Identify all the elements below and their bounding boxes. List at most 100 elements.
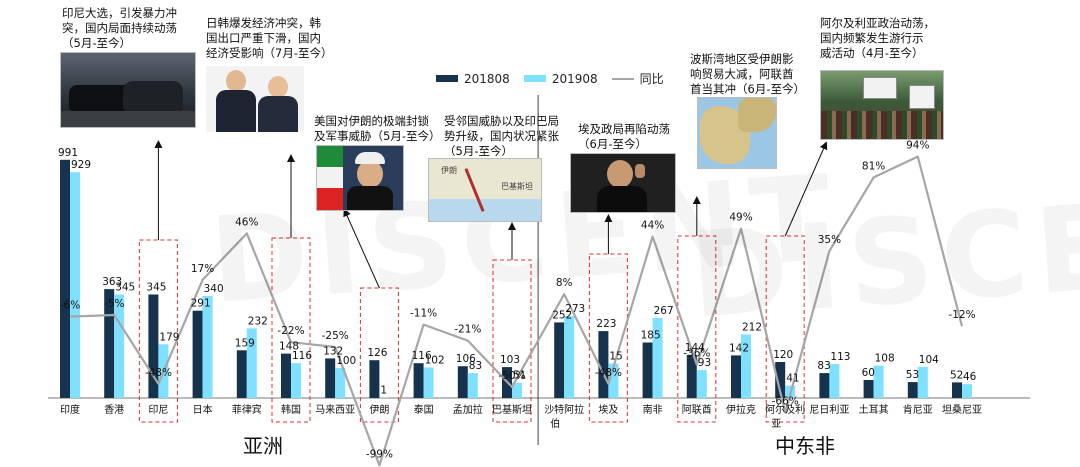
bar-201808-20 bbox=[952, 382, 962, 398]
value-label-201908-2: 179 bbox=[159, 331, 179, 343]
value-label-201808-17: 83 bbox=[817, 360, 830, 372]
value-label-201808-12: 223 bbox=[596, 318, 616, 330]
tick-label-13: 南非 bbox=[643, 403, 663, 416]
value-label-201908-9: 83 bbox=[469, 360, 482, 372]
bar-201808-7 bbox=[369, 360, 380, 398]
photo-pakistan-map: 伊朗 巴基斯坦 bbox=[428, 158, 542, 222]
tick-label-11-1: 伯 bbox=[550, 417, 560, 430]
bar-201908-19 bbox=[917, 366, 928, 398]
bar-201808-9 bbox=[457, 366, 468, 398]
pct-label-2: -48% bbox=[145, 367, 172, 379]
tick-label-19: 肯尼亚 bbox=[903, 403, 933, 416]
bar-201808-0 bbox=[60, 159, 70, 398]
tick-label-5: 韩国 bbox=[281, 403, 301, 416]
bar-201808-12 bbox=[598, 331, 609, 398]
pct-label-5: -22% bbox=[277, 325, 304, 337]
pct-label-9: -21% bbox=[454, 324, 481, 336]
note-uae: 波斯湾地区受伊朗影 响贸易大减，阿联酋 首当其冲（6月-至今） bbox=[690, 52, 805, 96]
bar-201908-3 bbox=[202, 296, 213, 398]
tick-label-0: 印度 bbox=[60, 403, 80, 416]
pct-label-6: -25% bbox=[322, 330, 349, 342]
pct-label-3: 17% bbox=[191, 263, 214, 275]
value-label-201808-4: 159 bbox=[235, 337, 255, 349]
tick-label-3: 日本 bbox=[193, 403, 213, 416]
pct-label-16: -66% bbox=[772, 396, 799, 408]
pct-label-8: -11% bbox=[410, 308, 437, 320]
pct-label-4: 46% bbox=[235, 216, 258, 228]
bar-201908-11 bbox=[564, 316, 575, 398]
value-label-201808-18: 60 bbox=[862, 367, 875, 379]
tick-label-7: 伊朗 bbox=[369, 404, 389, 416]
value-label-201808-9: 106 bbox=[456, 353, 476, 365]
highlight-box-12 bbox=[588, 253, 628, 423]
value-label-201808-0: 991 bbox=[58, 147, 78, 159]
tick-label-16: 阿尔及利 bbox=[765, 403, 805, 416]
pct-label-12: -48% bbox=[595, 367, 622, 379]
value-label-201908-3: 340 bbox=[204, 283, 224, 295]
bar-201908-4 bbox=[246, 328, 257, 398]
pct-label-18: 81% bbox=[862, 160, 885, 172]
value-label-201808-14: 144 bbox=[685, 342, 705, 354]
photo-uae-map bbox=[697, 97, 777, 169]
bar-201808-11 bbox=[554, 322, 565, 398]
value-label-201808-6: 132 bbox=[323, 345, 343, 357]
pct-label-10: -50% bbox=[498, 370, 525, 382]
value-label-201908-16: 41 bbox=[786, 373, 799, 385]
bar-201908-20 bbox=[962, 384, 972, 398]
bar-201908-12 bbox=[608, 363, 619, 398]
pct-label-17: 35% bbox=[818, 234, 841, 246]
value-label-201808-8: 116 bbox=[412, 350, 432, 362]
value-label-201808-7: 126 bbox=[367, 347, 387, 359]
value-label-201908-11: 273 bbox=[565, 303, 585, 315]
tick-label-17: 尼日利亚 bbox=[809, 404, 849, 416]
note-algeria: 阿尔及利亚政治动荡， 国内频繁发生游行示 威活动（4月-至今） bbox=[820, 16, 935, 60]
arrow-16 bbox=[784, 141, 828, 237]
tick-label-16-1: 亚 bbox=[771, 419, 781, 430]
bar-201808-8 bbox=[413, 363, 424, 398]
note-iran: 美国对伊朗的极端封锁 及军事威胁（5月-至今） bbox=[314, 114, 441, 143]
bar-201908-18 bbox=[873, 365, 884, 398]
value-label-201908-0: 929 bbox=[71, 159, 91, 171]
note-indonesia: 印尼大选，引发暴力冲 突，国内局面持续动荡 （5月-至今） bbox=[62, 6, 177, 50]
map-label-pakistan: 巴基斯坦 bbox=[501, 182, 533, 191]
legend-item-201908: 201908 bbox=[523, 72, 598, 86]
value-label-201808-3: 291 bbox=[191, 298, 211, 310]
bar-201808-15 bbox=[731, 355, 741, 398]
bar-201908-6 bbox=[335, 368, 346, 398]
value-label-201908-19: 104 bbox=[919, 354, 939, 366]
tick-label-14: 阿联酋 bbox=[682, 403, 712, 416]
line-yoy bbox=[69, 155, 964, 467]
bar-201808-16 bbox=[775, 362, 786, 398]
value-label-201908-1: 345 bbox=[115, 282, 135, 294]
pct-label-15: 49% bbox=[729, 212, 752, 224]
region-label-mea: 中东非 bbox=[775, 434, 835, 458]
tick-label-8: 泰国 bbox=[414, 403, 434, 416]
tick-label-4: 菲律宾 bbox=[232, 403, 262, 416]
value-label-201908-18: 108 bbox=[875, 353, 895, 365]
value-label-201908-6: 100 bbox=[336, 355, 356, 367]
value-label-201808-20: 52 bbox=[950, 369, 963, 381]
value-label-201908-17: 113 bbox=[830, 351, 850, 363]
pct-label-20: -12% bbox=[948, 309, 975, 321]
region-label-asia: 亚洲 bbox=[243, 434, 283, 458]
bar-201908-13 bbox=[652, 317, 663, 398]
note-pakistan: 受邻国威胁以及印巴局 势升级，国内状况紧张 （5月-至今） bbox=[444, 114, 559, 158]
pct-label-1: -5% bbox=[104, 298, 124, 310]
bar-201908-5 bbox=[291, 363, 301, 398]
value-label-201908-20: 46 bbox=[963, 371, 977, 383]
arrow-7 bbox=[343, 208, 380, 289]
photo-indonesia-riot bbox=[60, 52, 196, 128]
bar-201808-5 bbox=[281, 353, 291, 398]
pct-label-14: -36% bbox=[683, 348, 710, 360]
value-label-201808-16: 120 bbox=[773, 349, 793, 361]
note-korea: 日韩爆发经济冲突，韩 国出口严重下滑，国内 经济受影响（7月-至今） bbox=[206, 16, 333, 60]
pct-label-13: 44% bbox=[641, 220, 664, 232]
tick-label-12: 埃及 bbox=[598, 403, 618, 416]
bar-201808-6 bbox=[325, 358, 336, 398]
tick-label-11: 沙特阿拉 bbox=[544, 403, 584, 416]
photo-iran-leader bbox=[316, 145, 404, 211]
value-label-201808-1: 363 bbox=[102, 276, 122, 288]
tick-label-20: 坦桑尼亚 bbox=[942, 403, 982, 416]
bar-201908-1 bbox=[114, 294, 125, 398]
note-egypt: 埃及政局再陷动荡 （6月-至今） bbox=[578, 122, 670, 151]
